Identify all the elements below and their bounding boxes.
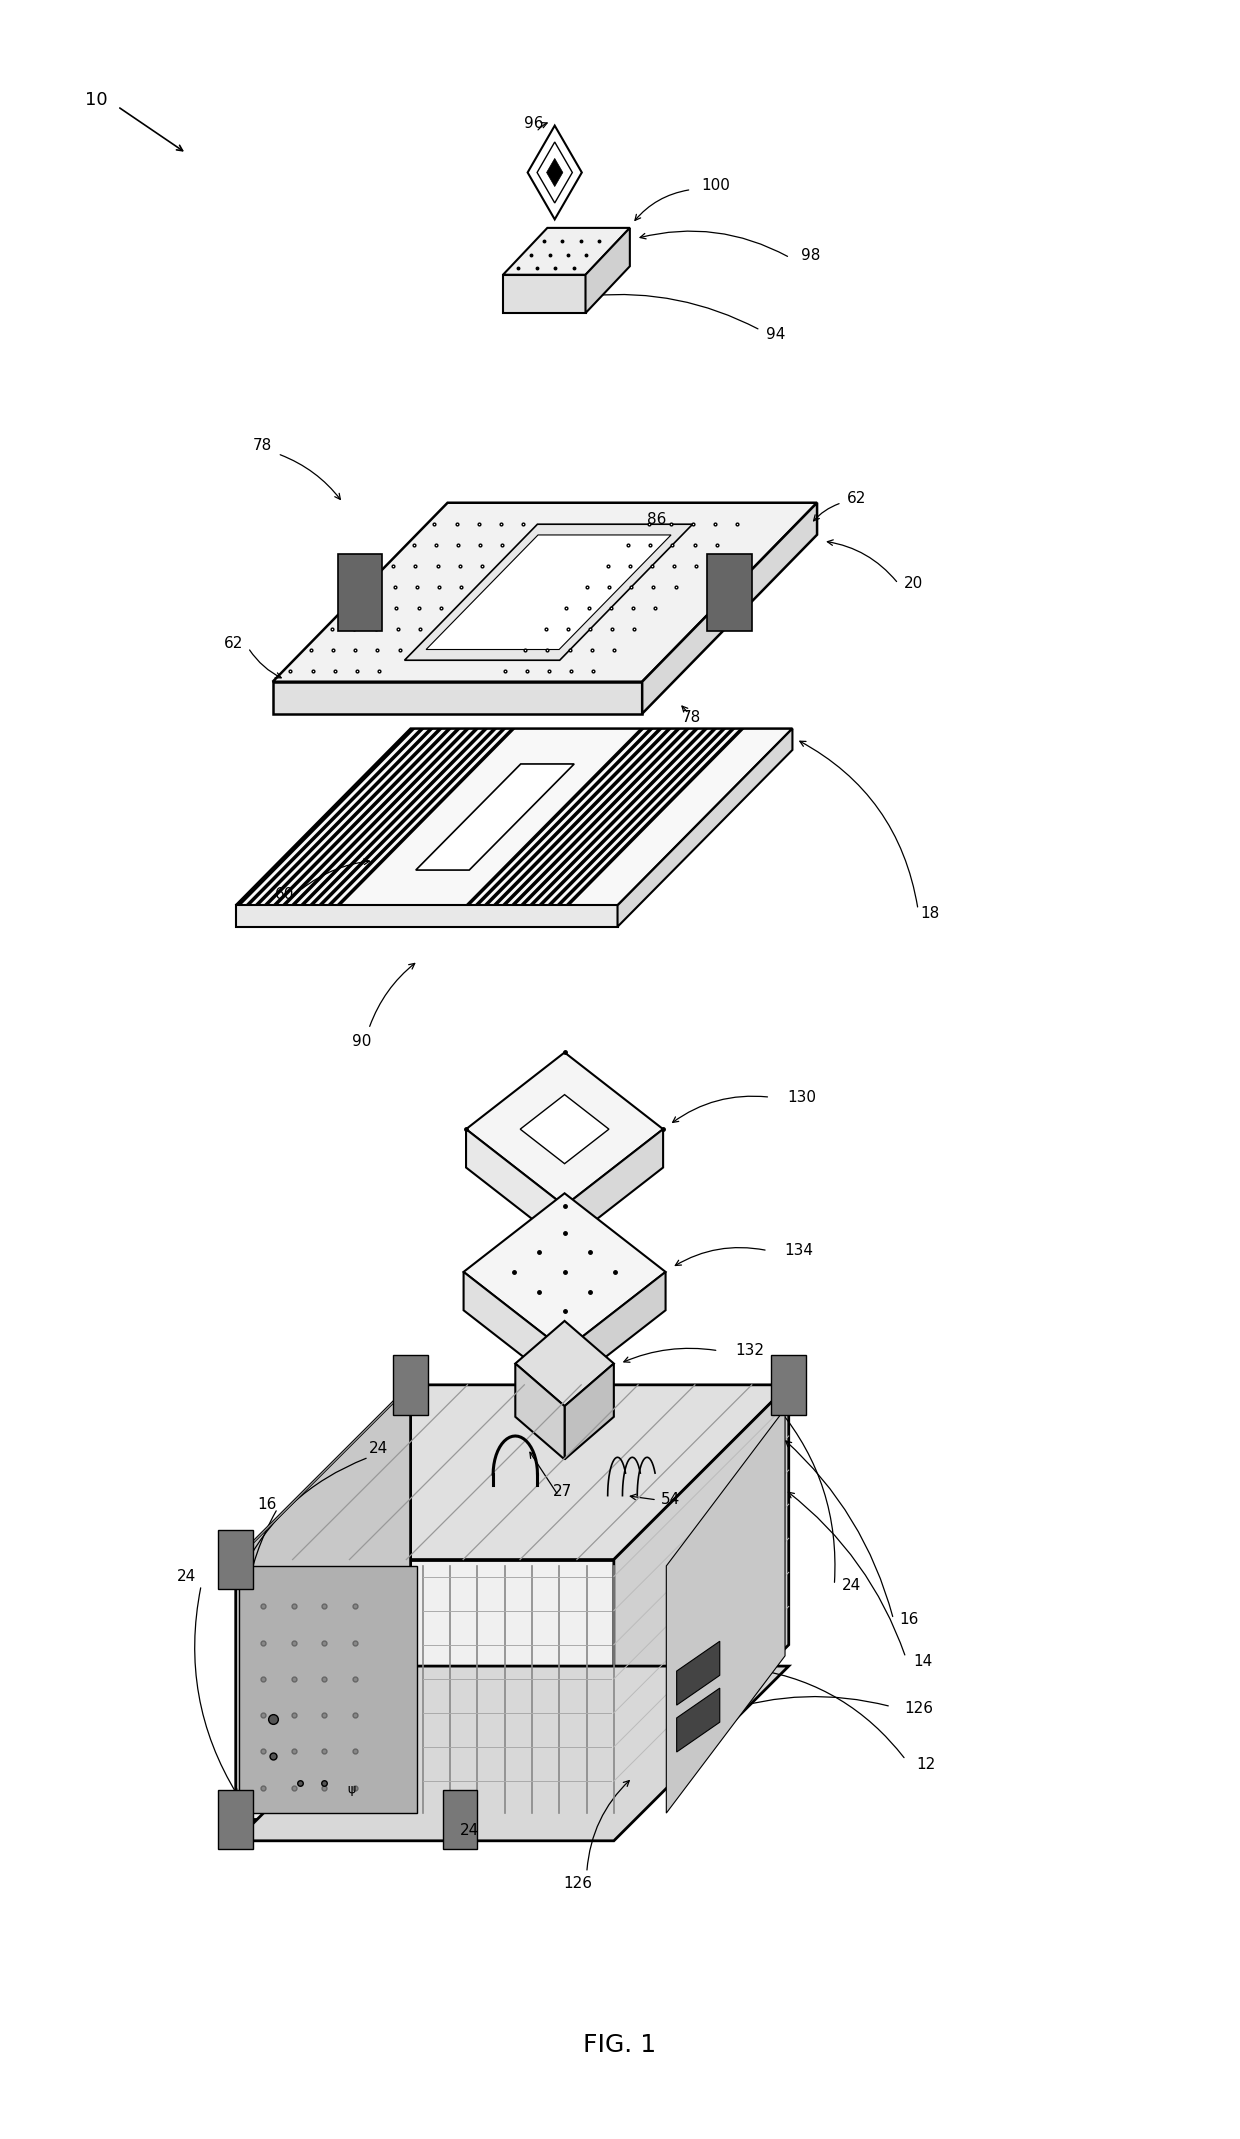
Polygon shape — [564, 1363, 614, 1459]
Polygon shape — [415, 764, 574, 871]
Text: 24: 24 — [842, 1579, 861, 1594]
Text: 126: 126 — [564, 1876, 593, 1891]
Polygon shape — [474, 729, 653, 905]
Polygon shape — [465, 729, 645, 905]
Text: 78: 78 — [682, 710, 701, 725]
Polygon shape — [564, 729, 745, 905]
Text: ψ: ψ — [347, 1784, 356, 1797]
Text: 130: 130 — [787, 1089, 817, 1104]
Polygon shape — [537, 729, 718, 905]
Polygon shape — [236, 729, 415, 905]
Polygon shape — [564, 1129, 663, 1245]
Polygon shape — [273, 503, 817, 682]
Text: 90: 90 — [352, 1035, 371, 1050]
Text: 98: 98 — [801, 248, 821, 263]
Text: 134: 134 — [784, 1243, 813, 1258]
Polygon shape — [501, 729, 681, 905]
Polygon shape — [464, 1273, 564, 1388]
Polygon shape — [666, 1410, 785, 1814]
Polygon shape — [547, 158, 563, 186]
Polygon shape — [427, 535, 671, 650]
Polygon shape — [299, 729, 479, 905]
Polygon shape — [585, 229, 630, 312]
Polygon shape — [564, 1273, 666, 1388]
Polygon shape — [537, 141, 573, 203]
Text: 54: 54 — [661, 1493, 680, 1508]
Polygon shape — [677, 1641, 719, 1705]
Bar — [771, 1354, 806, 1414]
Text: 12: 12 — [916, 1756, 935, 1771]
Polygon shape — [556, 729, 735, 905]
Text: 18: 18 — [921, 907, 940, 922]
Polygon shape — [466, 1129, 564, 1245]
Polygon shape — [336, 729, 516, 905]
Polygon shape — [521, 1095, 609, 1164]
Text: 24: 24 — [177, 1570, 196, 1585]
Text: 24: 24 — [370, 1442, 388, 1457]
Polygon shape — [254, 729, 434, 905]
Polygon shape — [244, 729, 425, 905]
Text: 20: 20 — [904, 575, 923, 590]
Text: 62: 62 — [847, 492, 867, 507]
Text: 126: 126 — [905, 1701, 934, 1715]
Polygon shape — [263, 729, 443, 905]
Polygon shape — [236, 1384, 789, 1559]
Polygon shape — [618, 729, 792, 926]
Polygon shape — [614, 1384, 789, 1820]
Text: 14: 14 — [914, 1653, 932, 1668]
Polygon shape — [339, 554, 382, 631]
Polygon shape — [236, 1666, 789, 1842]
Text: 100: 100 — [702, 178, 730, 193]
Polygon shape — [547, 729, 727, 905]
Text: 86: 86 — [647, 511, 667, 528]
Text: 10: 10 — [86, 92, 108, 109]
Polygon shape — [528, 729, 708, 905]
Polygon shape — [404, 524, 693, 661]
Bar — [393, 1354, 428, 1414]
Text: 78: 78 — [253, 438, 273, 453]
Polygon shape — [516, 1322, 614, 1405]
Text: 16: 16 — [257, 1497, 277, 1512]
Polygon shape — [239, 1566, 417, 1814]
Polygon shape — [272, 729, 453, 905]
Text: 94: 94 — [765, 327, 785, 342]
Polygon shape — [464, 1194, 666, 1350]
Text: 60: 60 — [275, 888, 295, 903]
Polygon shape — [484, 729, 663, 905]
Text: 62: 62 — [223, 635, 243, 650]
Text: 16: 16 — [900, 1611, 919, 1628]
Polygon shape — [326, 729, 506, 905]
Polygon shape — [273, 682, 642, 714]
Polygon shape — [642, 503, 817, 714]
Polygon shape — [516, 1363, 564, 1459]
Text: 24: 24 — [460, 1822, 480, 1837]
Polygon shape — [236, 1384, 410, 1820]
Polygon shape — [236, 1559, 614, 1820]
Bar — [218, 1790, 253, 1850]
Polygon shape — [236, 905, 618, 926]
Bar — [443, 1790, 477, 1850]
Polygon shape — [708, 554, 751, 631]
Polygon shape — [309, 729, 489, 905]
Bar — [218, 1529, 253, 1589]
Polygon shape — [290, 729, 470, 905]
Polygon shape — [492, 729, 672, 905]
Polygon shape — [317, 729, 497, 905]
Polygon shape — [520, 729, 699, 905]
Polygon shape — [677, 1688, 719, 1752]
Polygon shape — [503, 274, 585, 312]
Polygon shape — [236, 729, 792, 905]
Polygon shape — [466, 1052, 663, 1206]
Polygon shape — [281, 729, 461, 905]
Text: FIG. 1: FIG. 1 — [584, 2034, 656, 2058]
Text: 27: 27 — [553, 1484, 572, 1499]
Text: 96: 96 — [525, 116, 543, 130]
Polygon shape — [528, 126, 582, 220]
Polygon shape — [503, 229, 630, 274]
Polygon shape — [511, 729, 691, 905]
Text: 132: 132 — [735, 1343, 764, 1358]
